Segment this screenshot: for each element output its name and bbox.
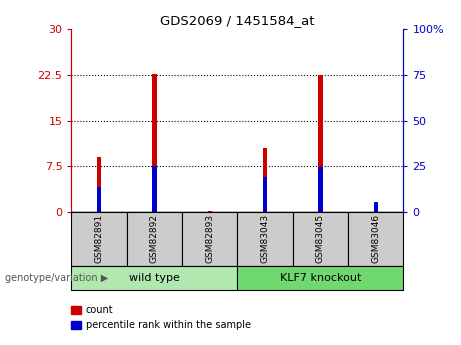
Bar <box>237 266 403 290</box>
Bar <box>207 211 212 212</box>
Bar <box>152 74 157 212</box>
Text: GSM83043: GSM83043 <box>260 214 270 264</box>
Bar <box>373 202 378 212</box>
Bar <box>293 212 348 266</box>
Bar <box>182 212 237 266</box>
Text: genotype/variation ▶: genotype/variation ▶ <box>5 273 108 283</box>
Bar <box>71 212 127 266</box>
Text: GSM82891: GSM82891 <box>95 214 104 264</box>
Bar <box>237 212 293 266</box>
Bar <box>97 187 101 212</box>
Text: GSM83046: GSM83046 <box>371 214 380 264</box>
Bar <box>71 266 237 290</box>
Bar <box>373 203 378 212</box>
Text: GSM82893: GSM82893 <box>205 214 214 264</box>
Bar <box>207 211 212 212</box>
Legend: count, percentile rank within the sample: count, percentile rank within the sample <box>67 302 254 334</box>
Bar <box>318 75 323 212</box>
Bar <box>318 167 323 212</box>
Bar <box>127 212 182 266</box>
Title: GDS2069 / 1451584_at: GDS2069 / 1451584_at <box>160 14 315 27</box>
Bar <box>348 212 403 266</box>
Bar <box>97 157 101 212</box>
Text: wild type: wild type <box>129 273 180 283</box>
Text: GSM82892: GSM82892 <box>150 214 159 264</box>
Text: KLF7 knockout: KLF7 knockout <box>280 273 361 283</box>
Bar <box>152 166 157 212</box>
Bar <box>263 177 267 212</box>
Bar <box>263 148 267 212</box>
Text: GSM83045: GSM83045 <box>316 214 325 264</box>
